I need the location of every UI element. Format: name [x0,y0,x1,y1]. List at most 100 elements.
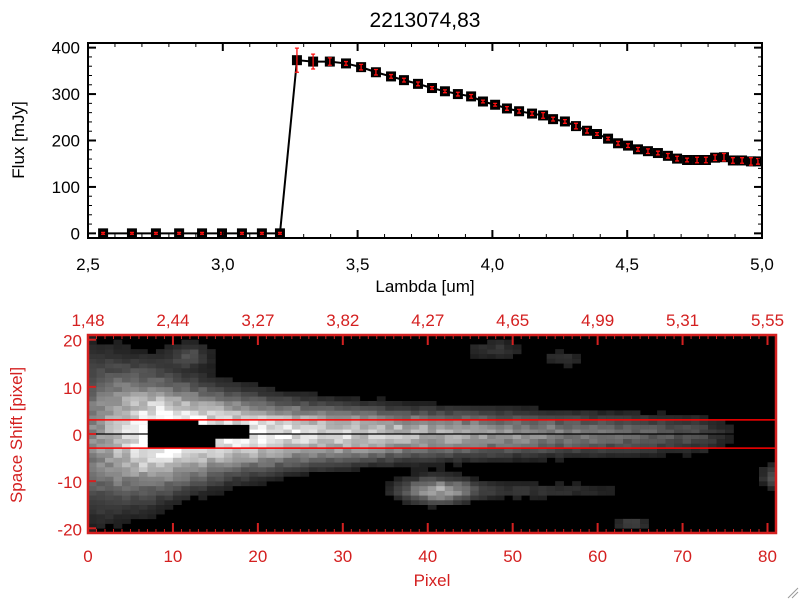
heatmap-cell [291,415,301,421]
heatmap-cell [96,490,106,496]
heatmap-cell [138,443,148,449]
heatmap-cell [291,443,301,449]
heatmap-cell [419,443,429,449]
heatmap-cell [147,509,157,515]
heatmap-cell [631,415,641,421]
heatmap-cell [470,476,480,482]
heatmap-cell [206,368,216,374]
heatmap-cell [708,429,717,435]
resize-grip-icon[interactable] [787,587,799,599]
heatmap-cell [257,457,267,463]
heatmap-cell [147,467,157,473]
heatmap-cell [121,419,131,425]
heatmap-cell [155,415,165,421]
heatmap-cell [580,419,590,425]
heatmap-cell [529,424,539,430]
heatmap-cell [172,405,182,411]
heatmap-cell [138,391,148,397]
heatmap-cell [113,353,123,359]
heatmap-cell [359,429,369,435]
heatmap-cell [164,353,174,359]
heatmap-cell [495,490,505,496]
heatmap-cell [699,434,709,440]
heatmap-cell [444,471,454,477]
heatmap-cell [198,363,208,369]
top-x-tick-label: 4,99 [581,311,614,330]
heatmap-cell [495,405,505,411]
heatmap-cell [232,438,242,444]
heatmap-cell [359,419,369,425]
heatmap-cell [504,339,513,345]
heatmap-cell [699,438,709,444]
heatmap-cell [113,391,123,397]
heatmap-cell [614,438,624,444]
heatmap-cell [589,448,598,454]
heatmap-cell [88,363,97,369]
heatmap-cell [130,386,140,392]
heatmap-cell [164,386,174,392]
image-axes: 01,48102,44203,27303,82404,27504,65604,9… [57,311,784,566]
heatmap-cell [359,415,369,421]
heatmap-cell [138,410,148,416]
heatmap-cell [376,419,386,425]
heatmap-cell [444,500,454,506]
heatmap-cell [96,429,106,435]
heatmap-cell [614,419,624,425]
error-bar [616,140,621,146]
heatmap-cell [164,452,174,458]
heatmap-cell [232,448,242,454]
heatmap-cell [223,457,233,463]
heatmap-cell [232,481,242,487]
heatmap-cell [147,504,157,510]
heatmap-cell [461,434,471,440]
heatmap-cell [351,438,361,444]
heatmap-cell [580,434,590,440]
heatmap-cell [300,452,310,458]
heatmap-cell [325,438,335,444]
heatmap-cell [487,448,496,454]
heatmap-cell [529,405,539,411]
heatmap-cell [232,462,242,468]
heatmap-cell [257,476,267,482]
heatmap-cell [232,452,242,458]
heatmap-cell [88,481,97,487]
heatmap-cell [648,438,658,444]
heatmap-cell [172,415,182,421]
x-tick-label: 4,0 [481,255,505,274]
heatmap-cell [512,349,522,355]
heatmap-cell [232,401,242,407]
heatmap-cell [283,401,293,407]
heatmap-cell [657,415,666,421]
heatmap-cell [385,485,395,491]
heatmap-cell [104,514,114,520]
heatmap-cell [529,490,539,496]
heatmap-cell [512,481,522,487]
heatmap-cell [640,443,649,449]
heatmap-cell [249,415,259,421]
heatmap-cell [402,481,412,487]
heatmap-cell [223,386,233,392]
heatmap-cell [257,452,267,458]
heatmap-cell [249,410,259,416]
heatmap-cell [453,419,463,425]
heatmap-cell [470,438,480,444]
heatmap-cell [470,349,480,355]
heatmap-cell [334,434,344,440]
heatmap-cell [215,386,225,392]
heatmap-cell [291,471,301,477]
heatmap-cell [88,339,97,345]
heatmap-cell [138,495,148,501]
top-x-tick-label: 2,44 [156,311,189,330]
heatmap-cell [164,349,174,355]
heatmap-cell [198,382,208,388]
heatmap-cell [691,448,700,454]
heatmap-cell [478,353,488,359]
heatmap-cell [232,396,242,402]
heatmap-cell [419,415,429,421]
heatmap-cell [240,462,250,468]
heatmap-cell [614,434,624,440]
heatmap-cell [300,438,310,444]
heatmap-cell [88,353,97,359]
heatmap-cell [674,443,683,449]
heatmap-cell [342,401,352,407]
